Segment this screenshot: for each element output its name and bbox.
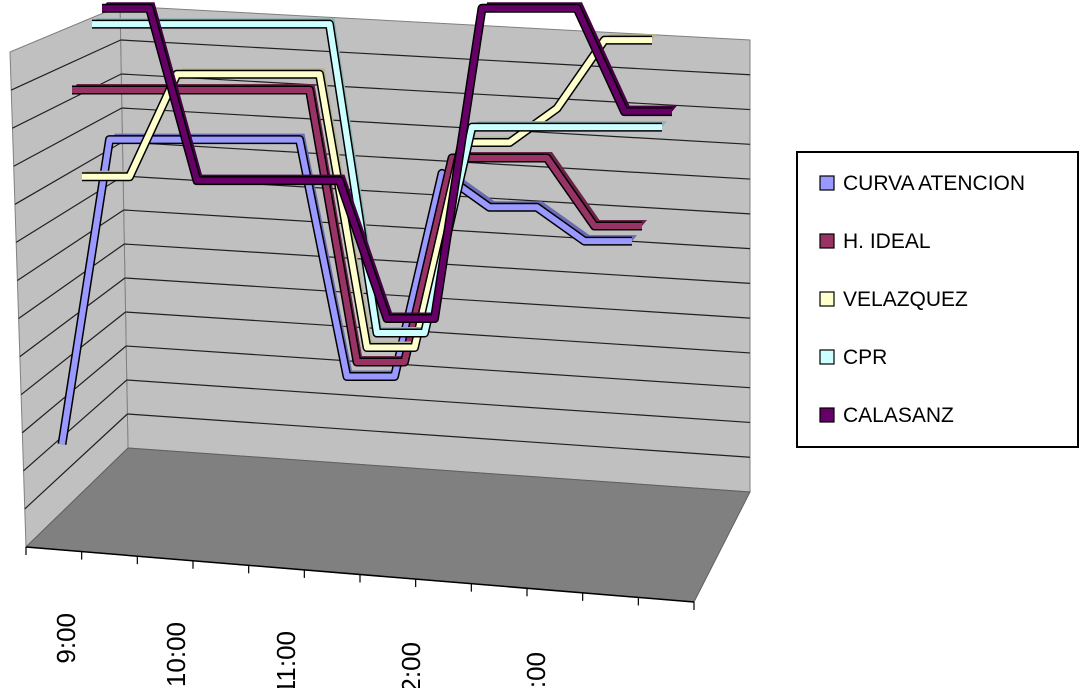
gridline	[10, 39, 121, 91]
legend-entry: VELAZQUEZ	[819, 288, 968, 311]
legend-label: H. IDEAL	[843, 230, 931, 253]
series-velazquez	[82, 34, 657, 353]
legend-swatch	[819, 233, 835, 249]
legend-label: CPR	[843, 346, 887, 369]
gridline	[125, 311, 751, 354]
legend-label: CURVA ATENCION	[843, 172, 1025, 195]
series-curva-atencion	[57, 133, 637, 445]
gridline	[120, 39, 751, 76]
series-cpr	[92, 18, 667, 338]
legend-label: VELAZQUEZ	[843, 288, 968, 311]
gridline	[126, 379, 751, 424]
x-tick-label: 9:00	[51, 613, 81, 664]
legend-swatch	[819, 175, 835, 191]
gridline	[122, 141, 751, 180]
series-line	[82, 37, 652, 351]
gridline	[23, 379, 128, 472]
gridline	[19, 277, 126, 358]
gridline	[17, 209, 125, 281]
legend-entry: CALASANZ	[819, 404, 954, 427]
legend-label: CALASANZ	[843, 404, 954, 427]
x-axis: 9:00 10:00 11:00 12:00 13:00	[25, 546, 695, 688]
legend: CURVA ATENCION H. IDEAL VELAZQUEZ CPR CALASA…	[796, 151, 1079, 448]
legend-swatch	[819, 291, 835, 307]
gridline	[24, 413, 128, 510]
series-line	[92, 21, 662, 337]
series-line	[102, 5, 672, 322]
legend-swatch	[819, 407, 835, 423]
series-calasanz	[102, 2, 677, 324]
legend-entry: CURVA ATENCION	[819, 172, 1025, 195]
series-line	[59, 136, 632, 445]
series-lines	[57, 2, 677, 445]
legend-entry: CPR	[819, 346, 887, 369]
gridline	[121, 73, 751, 111]
x-tick-label: 12:00	[396, 642, 426, 688]
legend-swatch	[819, 349, 835, 365]
legend-box	[796, 151, 1079, 448]
x-tick-label: 13:00	[521, 652, 551, 688]
gridline	[12, 73, 122, 129]
x-tick-label: 11:00	[271, 631, 301, 688]
gridline	[126, 345, 751, 389]
gridline	[121, 107, 751, 145]
gridline	[18, 243, 125, 320]
gridline	[13, 107, 123, 167]
x-tick-label: 10:00	[161, 622, 191, 687]
gridline	[127, 413, 751, 458]
legend-entry: H. IDEAL	[819, 230, 931, 253]
